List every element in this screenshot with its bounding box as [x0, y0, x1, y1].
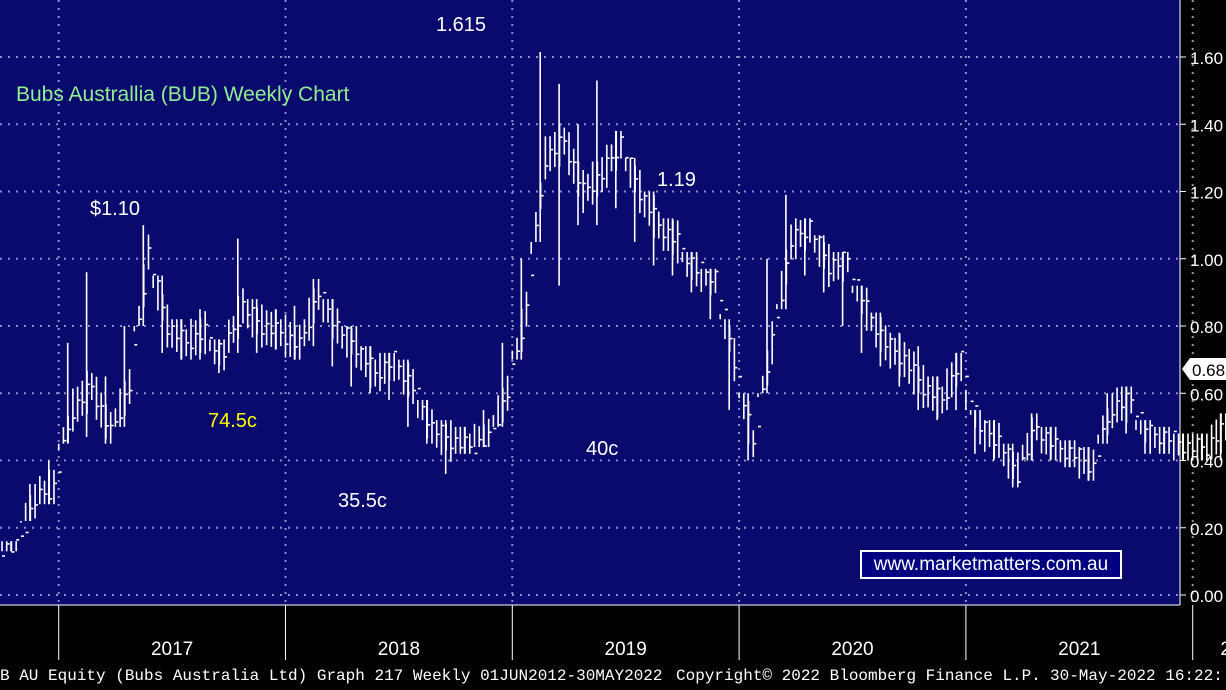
annotation-label: 74.5c: [208, 410, 257, 432]
annotation-label: $1.10: [90, 198, 140, 220]
chart-title: Bubs Australlia (BUB) Weekly Chart: [16, 83, 350, 106]
y-tick-label: 0.20: [1190, 520, 1223, 539]
watermark-url: www.marketmatters.com.au: [860, 550, 1122, 579]
x-period-label: 2018: [378, 639, 420, 660]
last-price-tag: 0.68: [1182, 358, 1226, 380]
annotations: $1.10 74.5c 1.615 35.5c 1.19 40c: [90, 14, 696, 512]
y-tick-label: 1.20: [1190, 184, 1223, 203]
footer-bar: B AU Equity (Bubs Australia Ltd) Graph 2…: [0, 664, 1226, 690]
annotation-label: 1.615: [436, 14, 486, 36]
y-tick-label: 1.00: [1190, 251, 1223, 270]
price-chart: 0.00 0.20 0.40 0.60 0.80 1.00 1.20 1.40 1.60 201…: [0, 0, 1226, 664]
annotation-label: 1.19: [657, 169, 696, 191]
plot-background: [0, 0, 1180, 605]
x-period-label: 2020: [831, 639, 873, 660]
footer-datetime: 30-May-2022 16:22:: [1050, 667, 1223, 685]
xaxis-background: [0, 605, 1226, 664]
y-tick-label: 0.00: [1190, 587, 1223, 606]
footer-security-info: B AU Equity (Bubs Australia Ltd) Graph 2…: [0, 667, 663, 685]
x-period-label: 2017: [151, 639, 193, 660]
y-tick-label: 0.80: [1190, 318, 1223, 337]
x-axis: 2017 2018 2019 2020 2021 2022: [0, 604, 1226, 660]
x-period-label: 2022: [1220, 639, 1226, 660]
last-price-label: 0.68: [1192, 361, 1225, 380]
y-axis: 0.00 0.20 0.40 0.60 0.80 1.00 1.20 1.40 1.60: [1179, 0, 1223, 606]
annotation-label: 35.5c: [338, 490, 387, 512]
axis-background: [1180, 0, 1226, 605]
x-period-label: 2021: [1058, 639, 1100, 660]
y-tick-label: 1.60: [1190, 49, 1223, 68]
y-tick-label: 1.40: [1190, 116, 1223, 135]
annotation-label: 40c: [586, 438, 618, 460]
price-bars: [1, 51, 1226, 557]
y-tick-label: 0.40: [1190, 453, 1223, 472]
x-period-label: 2019: [605, 639, 647, 660]
footer-copyright: Copyright© 2022 Bloomberg Finance L.P.: [676, 667, 1041, 685]
gridlines: [0, 0, 1194, 605]
y-tick-label: 0.60: [1190, 385, 1223, 404]
